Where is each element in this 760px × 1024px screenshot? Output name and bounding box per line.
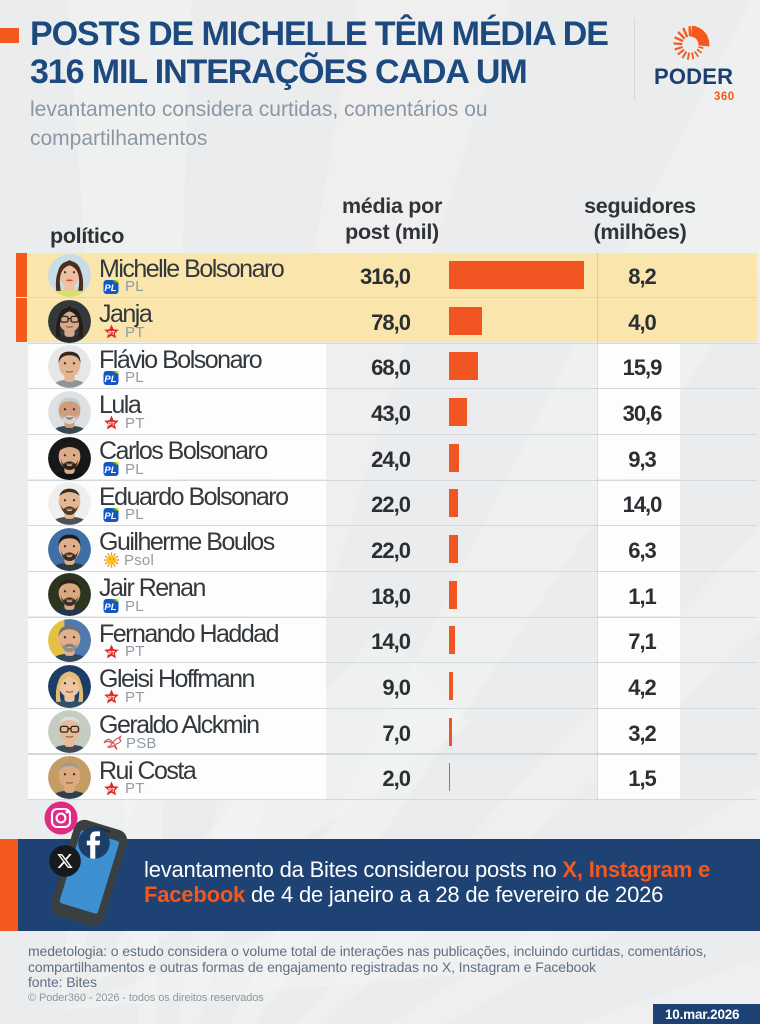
svg-text:PT: PT (108, 788, 115, 794)
svg-text:PT: PT (108, 331, 115, 337)
svg-text:PT: PT (108, 696, 115, 702)
svg-text:PL: PL (104, 465, 116, 476)
svg-text:PL: PL (104, 374, 116, 385)
svg-text:PL: PL (104, 511, 116, 522)
svg-text:PL: PL (104, 283, 116, 294)
svg-text:PT: PT (108, 422, 115, 428)
svg-text:PL: PL (104, 602, 116, 613)
svg-text:PT: PT (108, 651, 115, 657)
